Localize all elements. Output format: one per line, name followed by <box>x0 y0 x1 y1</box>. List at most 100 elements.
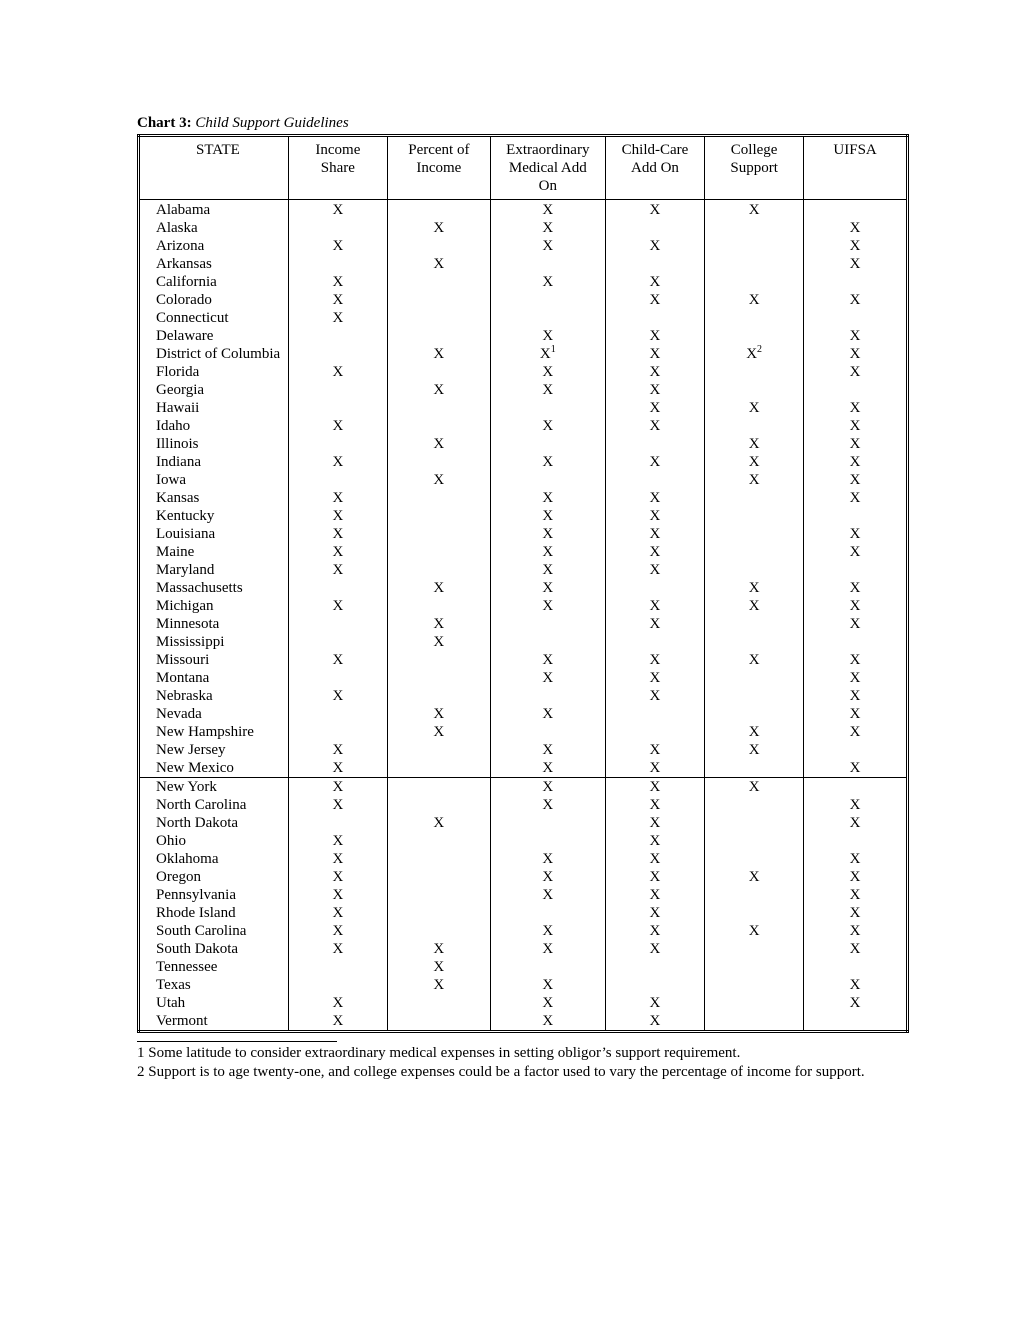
mark-cell <box>804 1012 908 1032</box>
mark-cell: X <box>804 597 908 615</box>
mark-cell: X <box>605 381 704 399</box>
mark-cell: X <box>705 399 804 417</box>
table-row: CaliforniaXXX <box>139 273 908 291</box>
chart-title-italic: Child Support Guidelines <box>195 115 348 131</box>
mark-cell: X <box>804 579 908 597</box>
mark-cell: X <box>288 489 387 507</box>
mark-cell <box>387 687 490 705</box>
footnote-2: 2 Support is to age twenty-one, and coll… <box>137 1063 909 1082</box>
mark-cell: X <box>490 850 605 868</box>
mark-cell <box>288 615 387 633</box>
mark-cell <box>288 669 387 687</box>
state-cell: South Dakota <box>139 940 289 958</box>
state-cell: Mississippi <box>139 633 289 651</box>
mark-cell: X <box>804 543 908 561</box>
mark-cell <box>605 705 704 723</box>
state-cell: Vermont <box>139 1012 289 1032</box>
mark-cell: X <box>490 579 605 597</box>
mark-cell: X <box>804 669 908 687</box>
mark-cell: X <box>387 723 490 741</box>
state-cell: Hawaii <box>139 399 289 417</box>
table-row: ConnecticutX <box>139 309 908 327</box>
mark-cell: X <box>387 381 490 399</box>
footnote-1: 1 Some latitude to consider extraordinar… <box>137 1044 909 1063</box>
state-cell: California <box>139 273 289 291</box>
mark-cell: X <box>804 219 908 237</box>
table-row: IdahoXXXX <box>139 417 908 435</box>
state-cell: Indiana <box>139 453 289 471</box>
mark-cell <box>288 327 387 345</box>
mark-cell <box>288 579 387 597</box>
table-row: New MexicoXXXX <box>139 759 908 778</box>
mark-cell: X <box>605 759 704 778</box>
mark-cell: X <box>804 651 908 669</box>
mark-cell <box>288 814 387 832</box>
mark-cell: X <box>804 814 908 832</box>
table-row: DelawareXXX <box>139 327 908 345</box>
mark-cell: X <box>605 363 704 381</box>
mark-cell: X <box>490 363 605 381</box>
mark-cell <box>705 796 804 814</box>
mark-cell: X <box>288 832 387 850</box>
mark-cell <box>387 291 490 309</box>
th-uifsa: UIFSA <box>804 136 908 200</box>
mark-cell <box>490 633 605 651</box>
mark-cell: X <box>490 886 605 904</box>
mark-cell: X <box>804 363 908 381</box>
table-row: VermontXXX <box>139 1012 908 1032</box>
mark-cell: X <box>705 291 804 309</box>
mark-cell: X <box>605 273 704 291</box>
table-row: ColoradoXXXX <box>139 291 908 309</box>
state-cell: South Carolina <box>139 922 289 940</box>
mark-cell <box>705 886 804 904</box>
mark-cell: X <box>804 904 908 922</box>
mark-cell: X <box>605 994 704 1012</box>
state-cell: Nevada <box>139 705 289 723</box>
mark-cell: X <box>605 453 704 471</box>
mark-cell <box>705 958 804 976</box>
th-percent-income: Percent ofIncome <box>387 136 490 200</box>
mark-cell: X <box>387 471 490 489</box>
mark-cell: X <box>387 940 490 958</box>
mark-cell: X <box>288 291 387 309</box>
mark-cell: X <box>705 778 804 797</box>
table-row: MississippiX <box>139 633 908 651</box>
mark-cell: X <box>288 904 387 922</box>
state-cell: Georgia <box>139 381 289 399</box>
mark-cell <box>387 399 490 417</box>
mark-cell <box>705 219 804 237</box>
mark-cell <box>288 255 387 273</box>
mark-cell <box>705 976 804 994</box>
mark-cell <box>490 309 605 327</box>
mark-cell <box>705 759 804 778</box>
mark-cell: X <box>605 814 704 832</box>
mark-cell: X <box>804 759 908 778</box>
mark-cell: X <box>804 237 908 255</box>
table-row: ArkansasXX <box>139 255 908 273</box>
mark-cell <box>804 741 908 759</box>
mark-cell: X <box>387 814 490 832</box>
mark-cell <box>804 958 908 976</box>
state-cell: New York <box>139 778 289 797</box>
mark-cell <box>387 922 490 940</box>
mark-cell: X <box>804 615 908 633</box>
state-cell: Louisiana <box>139 525 289 543</box>
state-cell: Maine <box>139 543 289 561</box>
mark-cell <box>288 976 387 994</box>
table-row: IllinoisXXX <box>139 435 908 453</box>
mark-cell: X <box>804 850 908 868</box>
mark-cell: X <box>605 850 704 868</box>
mark-cell: X <box>605 345 704 363</box>
mark-cell <box>705 273 804 291</box>
state-cell: North Carolina <box>139 796 289 814</box>
state-cell: Michigan <box>139 597 289 615</box>
mark-cell: X <box>804 417 908 435</box>
mark-cell: X <box>288 796 387 814</box>
mark-cell: X <box>288 507 387 525</box>
mark-cell <box>804 633 908 651</box>
mark-cell <box>490 904 605 922</box>
state-cell: Arkansas <box>139 255 289 273</box>
mark-cell <box>605 471 704 489</box>
mark-cell: X <box>804 471 908 489</box>
mark-cell: X <box>705 651 804 669</box>
